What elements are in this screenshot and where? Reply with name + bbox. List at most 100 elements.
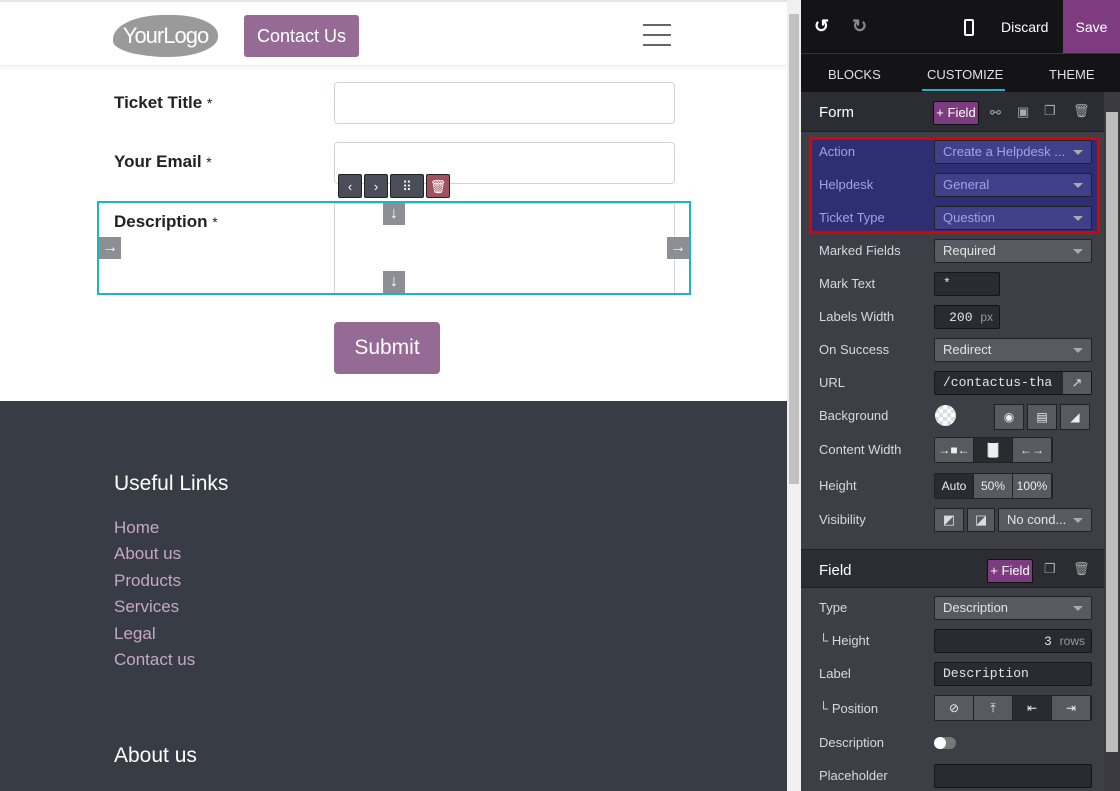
resize-top-arrow-icon[interactable]: ↓ [383, 203, 405, 225]
duplicate-icon[interactable]: ❐ [1044, 561, 1056, 576]
footer-link-home[interactable]: Home [114, 518, 160, 537]
content-width-options: →■← ▕█▏ ←→ [934, 437, 1053, 463]
external-link-icon[interactable]: ↗ [1063, 372, 1091, 394]
site-scrollbar[interactable] [787, 0, 801, 791]
type-select[interactable]: Description [934, 596, 1092, 620]
label-right-icon[interactable]: ⇥ [1052, 696, 1091, 720]
useful-links-title: Useful Links [114, 472, 229, 495]
on-success-select[interactable]: Redirect [934, 338, 1092, 362]
position-label: └ Position [819, 701, 879, 716]
editor-panel: ↺ ↻ Discard Save BLOCKS CUSTOMIZE THEME … [801, 0, 1120, 791]
field-section-title: Field [819, 562, 852, 579]
ticket-type-select[interactable]: Question [934, 206, 1092, 230]
full-width-icon[interactable]: ←→ [1013, 438, 1052, 462]
hamburger-menu-icon[interactable] [643, 24, 671, 46]
footer-link-legal[interactable]: Legal [114, 624, 156, 643]
regular-width-icon[interactable]: ▕█▏ [974, 438, 1013, 462]
height-options: Auto 50% 100% [934, 473, 1053, 499]
visibility-label: Visibility [819, 512, 866, 527]
resize-bottom-arrow-icon[interactable]: ↓ [383, 271, 405, 293]
resize-left-arrow-icon[interactable]: → [99, 237, 121, 259]
duplicate-icon[interactable]: ❐ [1044, 103, 1056, 118]
action-label: Action [819, 144, 856, 159]
marked-fields-select[interactable]: Required [934, 239, 1092, 263]
discard-button[interactable]: Discard [1001, 19, 1049, 35]
mobile-preview-icon[interactable] [964, 19, 974, 36]
helpdesk-select[interactable]: General [934, 173, 1092, 197]
color-picker[interactable] [935, 405, 956, 426]
hide-mobile-icon[interactable]: ◪ [967, 508, 995, 532]
about-us-title: About us [114, 744, 197, 767]
ticket-title-label: Ticket Title * [114, 93, 213, 112]
logo[interactable]: YourLogo [113, 15, 218, 57]
delete-icon[interactable]: 🗑 [426, 174, 450, 198]
editor-tabs: BLOCKS CUSTOMIZE THEME [801, 53, 1120, 92]
mark-text-label: Mark Text [819, 276, 876, 291]
height-100-button[interactable]: 100% [1013, 474, 1052, 498]
description-toggle[interactable] [934, 737, 956, 749]
background-options: ◉ ▤ ◢ [994, 404, 1090, 430]
selected-field-outline [97, 201, 691, 295]
on-success-label: On Success [819, 342, 890, 357]
camera-icon[interactable]: ◉ [994, 404, 1024, 430]
label-left-icon[interactable]: ⇤ [1013, 696, 1052, 720]
undo-icon[interactable]: ↺ [814, 16, 830, 36]
narrow-width-icon[interactable]: →■← [935, 438, 974, 462]
description-label: Description * [114, 212, 218, 231]
field-label-label: Label [819, 666, 851, 681]
trash-icon[interactable]: 🗑 [1073, 561, 1090, 576]
action-select[interactable]: Create a Helpdesk ... [934, 140, 1092, 164]
resize-right-arrow-icon[interactable]: → [667, 237, 689, 259]
placeholder-input[interactable] [934, 764, 1092, 788]
trash-icon[interactable]: 🗑 [1073, 103, 1090, 118]
footer-link-services[interactable]: Services [114, 597, 180, 616]
height-label: Height [819, 478, 857, 493]
contact-us-button[interactable]: Contact Us [244, 15, 359, 57]
move-left-button[interactable]: ‹ [338, 174, 362, 198]
background-label: Background [819, 408, 889, 423]
tab-customize[interactable]: CUSTOMIZE [927, 67, 1004, 82]
placeholder-label: Placeholder [819, 768, 888, 783]
helpdesk-label: Helpdesk [819, 177, 874, 192]
labels-width-label: Labels Width [819, 309, 895, 324]
form-section-title: Form [819, 104, 854, 121]
description-toggle-label: Description [819, 735, 885, 750]
mark-text-input[interactable]: * [934, 272, 1000, 296]
type-label: Type [819, 600, 848, 615]
add-field-button-2[interactable]: + Field [987, 559, 1033, 583]
url-label: URL [819, 375, 846, 390]
link-icon[interactable]: ⚯ [990, 105, 1001, 120]
visibility-select[interactable]: No cond... [998, 508, 1092, 532]
editor-toolbar: ↺ ↻ Discard Save [801, 0, 1120, 53]
tab-theme[interactable]: THEME [1049, 67, 1095, 82]
labels-width-input[interactable]: 200 px [934, 305, 1000, 329]
hide-label-icon[interactable]: ⊘ [935, 696, 974, 720]
email-label: Your Email * [114, 152, 212, 171]
save-icon[interactable]: ▣ [1017, 104, 1030, 119]
ticket-title-input[interactable] [334, 82, 675, 124]
footer-link-about[interactable]: About us [114, 544, 182, 563]
website-preview: YourLogo Contact Us Ticket Title * Your … [0, 0, 787, 791]
save-button[interactable]: Save [1063, 0, 1120, 53]
submit-button[interactable]: Submit [334, 322, 440, 374]
height-50-button[interactable]: 50% [974, 474, 1013, 498]
tab-blocks[interactable]: BLOCKS [828, 67, 881, 82]
label-input[interactable]: Description [934, 662, 1092, 686]
content-width-label: Content Width [819, 442, 902, 457]
hide-desktop-icon[interactable]: ◩ [934, 508, 964, 532]
add-field-button[interactable]: + Field [933, 101, 979, 125]
move-right-button[interactable]: › [364, 174, 388, 198]
drag-handle-icon[interactable]: ⠿ [390, 174, 424, 198]
active-tab-indicator [922, 89, 1005, 91]
footer-link-contact[interactable]: Contact us [114, 650, 196, 669]
position-options: ⊘ ⤒ ⇤ ⇥ [934, 695, 1092, 721]
rows-input[interactable]: 3 rows [934, 629, 1092, 653]
label-top-icon[interactable]: ⤒ [974, 696, 1013, 720]
redo-icon[interactable]: ↻ [852, 16, 868, 36]
panel-scrollbar[interactable] [1104, 92, 1120, 791]
gradient-icon[interactable]: ◢ [1060, 404, 1090, 430]
height-auto-button[interactable]: Auto [935, 474, 974, 498]
video-icon[interactable]: ▤ [1027, 404, 1057, 430]
footer-link-products[interactable]: Products [114, 571, 182, 590]
ticket-type-label: Ticket Type [819, 210, 885, 225]
